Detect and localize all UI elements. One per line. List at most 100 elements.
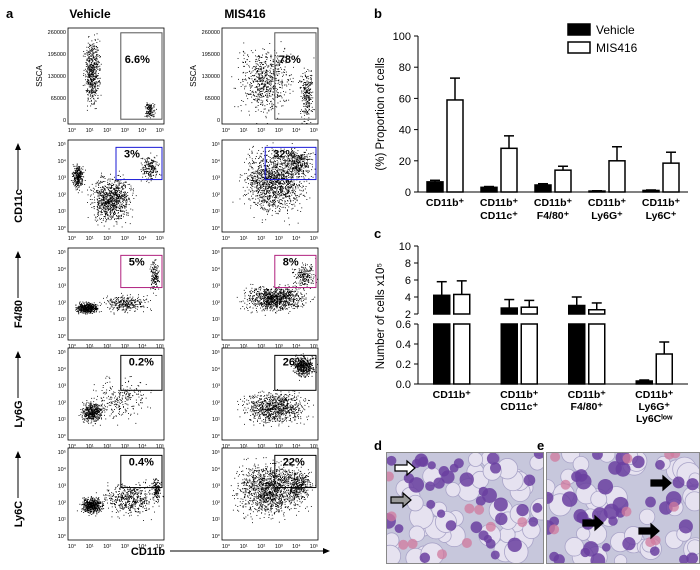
flow-event-dot — [133, 190, 134, 192]
flow-event-dot — [269, 198, 271, 199]
flow-event-dot — [91, 53, 93, 55]
flow-event-dot — [112, 204, 114, 206]
flow-event-dot — [114, 203, 115, 204]
flow-event-dot — [259, 163, 261, 164]
flow-event-dot — [148, 164, 150, 166]
flow-event-dot — [272, 78, 273, 80]
flow-event-dot — [77, 166, 78, 168]
flow-event-dot — [275, 173, 277, 174]
flow-event-dot — [113, 225, 115, 227]
flow-event-dot — [122, 189, 124, 190]
flow-event-dot — [92, 73, 93, 75]
flow-event-dot — [294, 169, 295, 171]
flow-event-dot — [283, 51, 285, 52]
flow-event-dot — [115, 194, 117, 196]
flow-event-dot — [293, 151, 295, 153]
flow-event-dot — [287, 178, 289, 180]
flow-event-dot — [88, 73, 90, 75]
flow-event-dot — [268, 166, 269, 168]
flow-event-dot — [297, 163, 299, 165]
flow-event-dot — [304, 91, 305, 93]
flow-event-dot — [117, 196, 119, 198]
gate-percentage-label: 32% — [273, 148, 295, 160]
flow-event-dot — [153, 106, 155, 108]
flow-event-dot — [113, 197, 115, 199]
flow-event-dot — [296, 167, 298, 169]
flow-event-dot — [266, 123, 268, 124]
flow-event-dot — [112, 205, 114, 207]
flow-event-dot — [290, 185, 292, 187]
flow-event-dot — [288, 165, 290, 167]
flow-event-dot — [120, 179, 122, 181]
flow-event-dot — [312, 152, 314, 154]
flow-event-dot — [292, 190, 294, 192]
flow-event-dot — [116, 192, 117, 194]
flow-event-dot — [276, 178, 278, 180]
flow-event-dot — [91, 202, 93, 204]
flow-event-dot — [312, 101, 313, 102]
flow-event-dot — [98, 180, 99, 182]
flow-event-dot — [274, 186, 276, 188]
flow-event-dot — [131, 216, 133, 218]
flow-event-dot — [114, 214, 116, 215]
flow-event-dot — [100, 214, 102, 216]
flow-event-dot — [118, 201, 120, 202]
flow-event-dot — [261, 62, 263, 64]
flow-event-dot — [301, 158, 303, 160]
flow-event-dot — [311, 83, 312, 85]
flow-event-dot — [119, 200, 121, 201]
flow-event-dot — [310, 103, 312, 104]
flow-event-dot — [125, 184, 126, 186]
flow-event-dot — [288, 158, 290, 160]
flow-event-dot — [280, 187, 282, 188]
flow-event-dot — [265, 209, 267, 211]
flow-event-dot — [99, 217, 101, 219]
flow-event-dot — [76, 172, 78, 174]
flow-event-dot — [100, 63, 102, 65]
flow-event-dot — [98, 61, 100, 63]
flow-event-dot — [296, 169, 298, 171]
flow-event-dot — [125, 205, 127, 207]
flow-event-dot — [265, 69, 267, 71]
flow-event-dot — [260, 161, 262, 163]
flow-event-dot — [110, 195, 112, 197]
flow-event-dot — [290, 184, 292, 186]
flow-event-dot — [281, 185, 282, 187]
flow-event-dot — [74, 177, 76, 179]
flow-event-dot — [257, 89, 258, 90]
flow-event-dot — [303, 170, 305, 172]
flow-event-dot — [307, 160, 308, 162]
flow-event-dot — [268, 190, 270, 192]
flow-event-dot — [302, 110, 303, 112]
flow-event-dot — [116, 189, 118, 191]
flow-event-dot — [274, 167, 276, 169]
flow-event-dot — [100, 311, 102, 312]
flow-event-dot — [287, 172, 289, 174]
flow-event-dot — [306, 149, 307, 151]
flow-event-dot — [269, 202, 271, 204]
flow-event-dot — [73, 182, 75, 184]
flow-event-dot — [79, 181, 81, 183]
flow-event-dot — [303, 112, 305, 114]
flow-event-dot — [278, 191, 280, 192]
flow-event-dot — [273, 161, 275, 163]
flow-event-dot — [72, 181, 74, 183]
flow-event-dot — [280, 202, 282, 204]
flow-event-dot — [148, 177, 150, 179]
flow-event-dot — [75, 304, 77, 306]
flow-event-dot — [97, 219, 99, 221]
flow-event-dot — [94, 64, 96, 66]
flow-event-dot — [88, 61, 90, 63]
flow-event-dot — [306, 91, 308, 93]
flow-event-dot — [150, 163, 152, 165]
flow-event-dot — [299, 189, 301, 191]
flow-event-dot — [95, 76, 97, 78]
flow-event-dot — [268, 169, 270, 171]
flow-event-dot — [81, 167, 82, 169]
flow-event-dot — [77, 174, 79, 176]
flow-event-dot — [119, 181, 121, 183]
flow-event-dot — [257, 175, 258, 176]
flow-event-dot — [305, 108, 307, 110]
flow-event-dot — [74, 180, 76, 182]
flow-event-dot — [123, 185, 125, 187]
